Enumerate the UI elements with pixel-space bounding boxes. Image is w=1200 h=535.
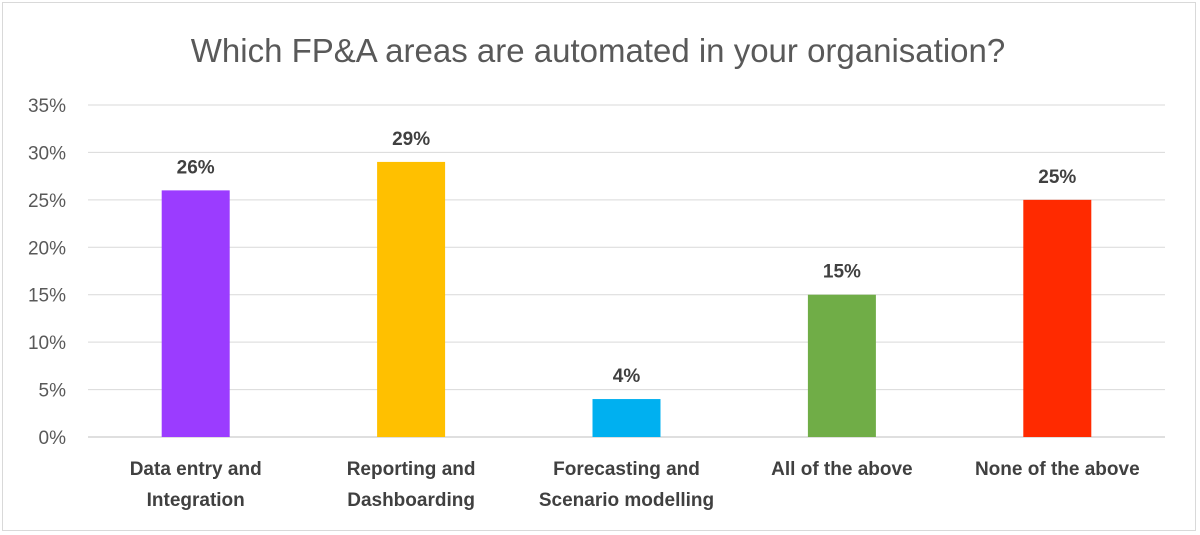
category-label: None of the above bbox=[975, 459, 1140, 480]
y-tick-label: 10% bbox=[28, 333, 66, 354]
bars bbox=[161, 161, 1092, 437]
category-label: Reporting and bbox=[347, 459, 476, 480]
x-axis-category-labels: Data entry and Integration Reporting and Da… bbox=[130, 459, 1140, 511]
y-tick-label: 0% bbox=[39, 428, 67, 449]
y-tick-label: 30% bbox=[28, 143, 66, 164]
bar bbox=[807, 294, 876, 437]
y-tick-label: 25% bbox=[28, 191, 66, 212]
y-tick-label: 20% bbox=[28, 238, 66, 259]
category-label: Data entry and bbox=[130, 459, 262, 480]
bar bbox=[1023, 199, 1092, 437]
y-tick-label: 15% bbox=[28, 286, 66, 307]
bar bbox=[377, 161, 446, 437]
data-label: 4% bbox=[613, 366, 641, 387]
category-label: Forecasting and bbox=[553, 459, 700, 480]
category-label: Integration bbox=[147, 490, 245, 511]
data-labels: 26% 29% 4% 15% 25% bbox=[177, 129, 1077, 387]
data-label: 26% bbox=[177, 157, 215, 178]
category-label: Dashboarding bbox=[347, 490, 475, 511]
category-label: All of the above bbox=[771, 459, 912, 480]
chart-title: Which FP&A areas are automated in your o… bbox=[191, 32, 1005, 69]
y-axis-tick-labels: 0% 5% 10% 15% 20% 25% 30% 35% bbox=[28, 96, 66, 449]
data-label: 15% bbox=[823, 262, 861, 283]
y-tick-label: 35% bbox=[28, 96, 66, 117]
data-label: 29% bbox=[392, 129, 430, 150]
bar bbox=[592, 399, 661, 437]
category-label: Scenario modelling bbox=[539, 490, 714, 511]
bar bbox=[161, 190, 230, 437]
y-tick-label: 5% bbox=[39, 381, 67, 402]
data-label: 25% bbox=[1038, 167, 1076, 188]
gridlines bbox=[88, 104, 1165, 438]
